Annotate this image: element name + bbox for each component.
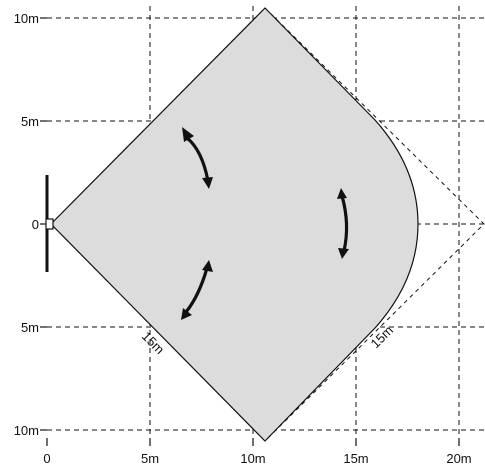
bottom-axis-labels: 0 5m 10m 15m 20m <box>43 451 471 466</box>
left-axis-label: 5m <box>21 114 39 129</box>
bottom-axis-label: 10m <box>240 451 265 466</box>
motion-arrow-right-stroke <box>340 194 349 253</box>
left-axis-label: 10m <box>14 11 39 26</box>
motion-arrowhead <box>202 177 213 189</box>
motion-arrow-lower <box>181 260 213 320</box>
bottom-axis-label: 0 <box>43 451 50 466</box>
motion-arrowhead <box>181 308 192 320</box>
left-axis-labels: 10m 5m 0 5m 10m <box>14 11 39 438</box>
motion-arrow-upper <box>182 127 213 189</box>
motion-arrowhead <box>337 188 347 199</box>
bottom-axis-label: 15m <box>343 451 368 466</box>
left-axis-label: 5m <box>21 320 39 335</box>
left-axis-label: 10m <box>14 423 39 438</box>
motion-arrowhead <box>338 248 349 259</box>
sensor <box>45 218 54 230</box>
bottom-axis-label: 5m <box>141 451 159 466</box>
coverage-area <box>50 7 419 442</box>
axis-ticks <box>40 17 460 446</box>
bottom-axis-label: 20m <box>446 451 471 466</box>
left-axis-label: 0 <box>32 217 39 232</box>
motion-arrowhead <box>202 260 213 272</box>
motion-arrow-lower-stroke <box>184 266 209 314</box>
motion-arrow-right <box>337 188 349 259</box>
motion-arrow-upper-stroke <box>185 136 210 183</box>
motion-arrowhead <box>182 127 194 142</box>
